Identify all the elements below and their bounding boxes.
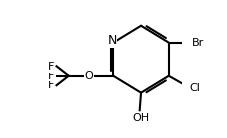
Text: Br: Br xyxy=(191,38,203,48)
Text: OH: OH xyxy=(132,113,149,123)
Text: F: F xyxy=(47,79,54,90)
Text: F: F xyxy=(47,62,54,72)
Text: F: F xyxy=(47,71,54,81)
Text: Cl: Cl xyxy=(189,83,200,93)
Text: O: O xyxy=(84,71,93,81)
Text: N: N xyxy=(107,34,116,47)
